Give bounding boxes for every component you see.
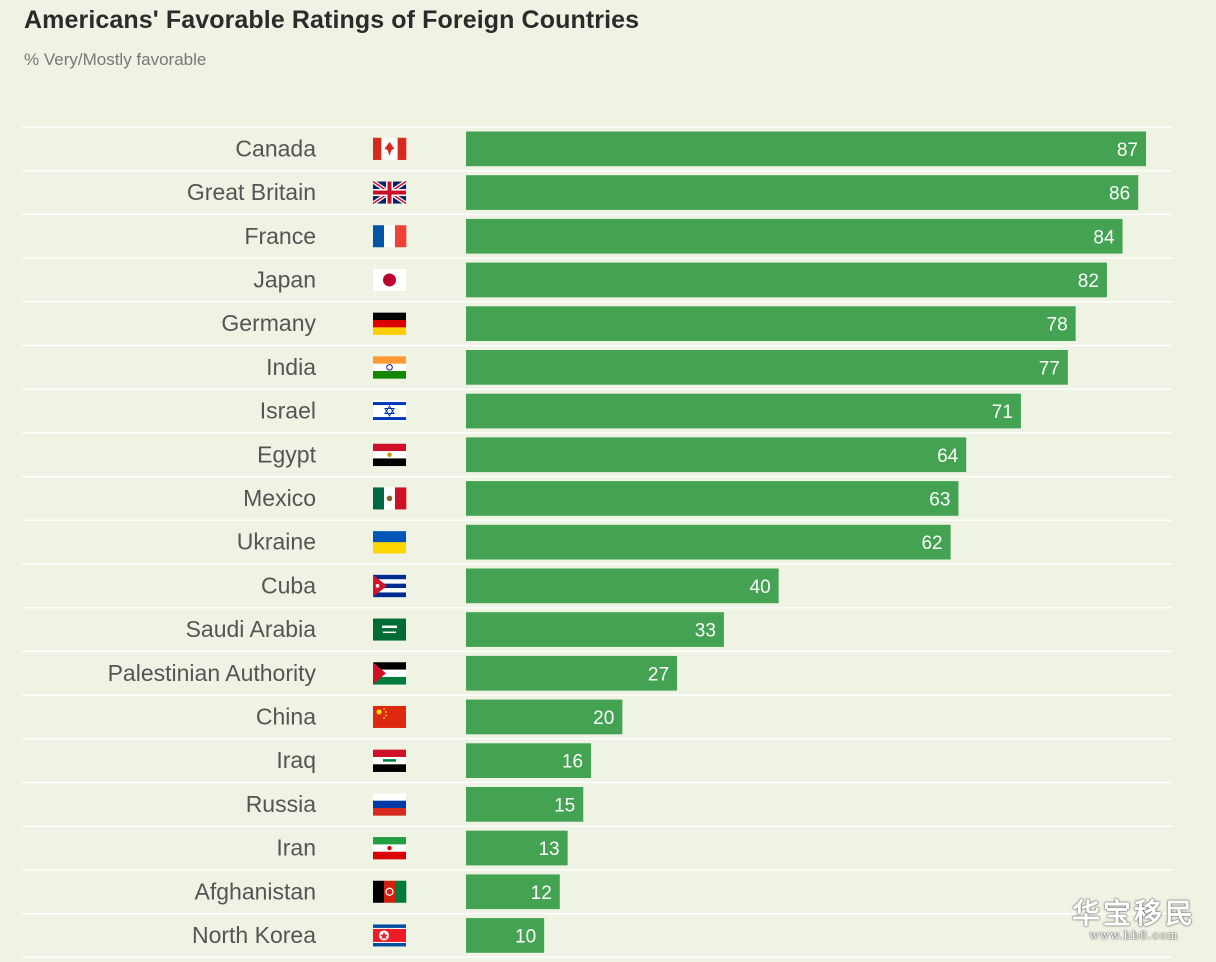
category-label: Mexico xyxy=(243,485,316,511)
category-label: India xyxy=(266,354,316,380)
bar xyxy=(466,393,1021,429)
data-label: 12 xyxy=(531,883,552,904)
category-label: Japan xyxy=(253,266,316,292)
bar xyxy=(466,524,951,560)
bar xyxy=(466,699,623,735)
north-korea-flag-icon xyxy=(373,924,406,947)
iran-flag-icon xyxy=(373,837,406,860)
data-label: 20 xyxy=(593,708,614,729)
bar xyxy=(466,437,967,473)
bar xyxy=(466,350,1068,385)
data-label: 16 xyxy=(562,752,583,773)
france-flag-icon xyxy=(373,225,407,248)
data-label: 33 xyxy=(695,621,716,642)
mexico-flag-icon xyxy=(373,487,407,510)
bar xyxy=(466,655,678,691)
japan-flag-icon xyxy=(373,268,406,291)
ukraine-flag-icon xyxy=(373,531,406,554)
data-label: 71 xyxy=(992,402,1013,423)
cuba-flag-icon xyxy=(373,574,406,598)
data-label: 77 xyxy=(1039,358,1060,379)
great-britain-flag-icon xyxy=(371,179,408,206)
category-label: North Korea xyxy=(192,922,316,948)
category-label: Canada xyxy=(235,135,316,161)
data-label: 10 xyxy=(515,926,536,947)
category-label: Palestinian Authority xyxy=(108,660,317,686)
data-label: 64 xyxy=(937,446,959,467)
bar xyxy=(466,481,959,516)
data-label: 13 xyxy=(538,839,559,860)
egypt-flag-icon xyxy=(373,443,406,467)
israel-flag-icon xyxy=(373,400,406,423)
data-label: 63 xyxy=(929,489,950,510)
category-label: Ukraine xyxy=(237,529,316,555)
category-label: Egypt xyxy=(257,441,316,467)
category-label: Germany xyxy=(221,310,316,336)
bar xyxy=(466,743,592,778)
chart-title: Americans' Favorable Ratings of Foreign … xyxy=(24,6,640,34)
bar xyxy=(466,918,545,953)
bar xyxy=(466,262,1107,298)
bar xyxy=(466,612,724,647)
data-label: 78 xyxy=(1047,315,1068,336)
bar xyxy=(466,131,1146,167)
data-label: 15 xyxy=(554,795,575,816)
category-label: France xyxy=(244,223,316,249)
category-label: Great Britain xyxy=(187,179,316,205)
data-label: 87 xyxy=(1117,140,1138,161)
data-label: 86 xyxy=(1109,184,1130,205)
bar xyxy=(466,874,560,910)
saudi-arabia-flag-icon xyxy=(373,618,406,641)
data-label: 82 xyxy=(1078,271,1099,292)
category-label: Cuba xyxy=(261,572,316,598)
bar xyxy=(466,218,1123,254)
russia-flag-icon xyxy=(373,793,406,816)
category-label: Saudi Arabia xyxy=(186,616,317,642)
watermark-logo: 华宝移民 www.hb8.com xyxy=(1071,897,1196,943)
category-label: Iran xyxy=(276,835,316,861)
category-label: Russia xyxy=(246,791,317,817)
palestinian-authority-flag-icon xyxy=(373,662,406,685)
category-label: China xyxy=(256,703,316,729)
data-label: 84 xyxy=(1093,227,1115,248)
germany-flag-icon xyxy=(373,312,406,335)
category-label: Afghanistan xyxy=(195,878,316,904)
bar xyxy=(466,787,584,822)
canada-flag-icon xyxy=(373,137,407,160)
data-label: 40 xyxy=(750,577,771,598)
iraq-flag-icon xyxy=(373,749,406,772)
watermark-sub-text: www.hb8.com xyxy=(1089,929,1179,942)
afghanistan-flag-icon xyxy=(373,880,407,903)
data-label: 62 xyxy=(921,533,942,554)
india-flag-icon xyxy=(373,356,406,379)
chart-subtitle: % Very/Mostly favorable xyxy=(24,50,207,69)
category-label: Iraq xyxy=(276,747,316,773)
china-flag-icon xyxy=(373,705,406,728)
bar xyxy=(466,306,1076,341)
bar xyxy=(466,830,568,866)
watermark-main-text: 华宝移民 xyxy=(1071,897,1196,930)
category-label: Israel xyxy=(260,398,316,424)
data-label: 27 xyxy=(648,664,669,685)
bar xyxy=(466,175,1139,210)
bar xyxy=(466,568,779,604)
